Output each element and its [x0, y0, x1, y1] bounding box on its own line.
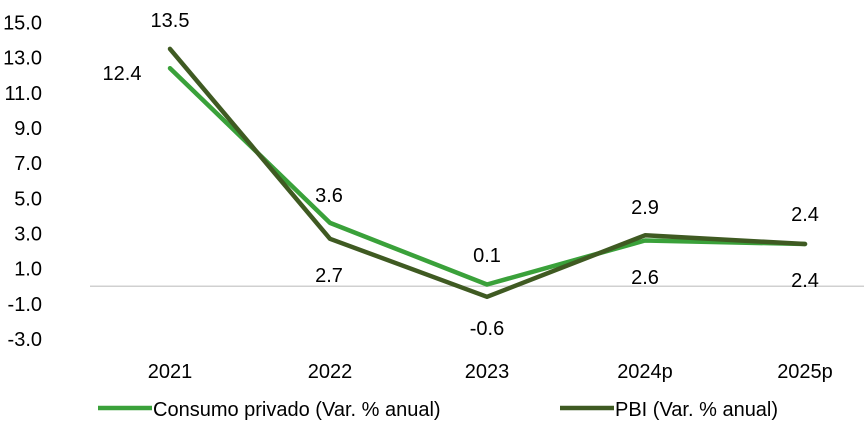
series-lines: [167, 46, 808, 300]
legend: Consumo privado (Var. % anual) PBI (Var. …: [98, 399, 778, 421]
consumo-data-label: 0.1: [473, 245, 501, 267]
y-tick-label: 1.0: [14, 259, 42, 281]
y-tick-label: 3.0: [14, 224, 42, 246]
consumo-data-label: 3.6: [315, 185, 343, 207]
y-tick-label: 15.0: [3, 13, 42, 35]
consumo-data-label: 2.6: [631, 267, 659, 289]
pbi-data-label: 13.5: [151, 10, 190, 32]
y-tick-label: 13.0: [3, 48, 42, 70]
x-axis: 2021 2022 2023 2024p 2025p: [148, 361, 833, 383]
x-tick-label: 2024p: [617, 361, 673, 383]
y-tick-label: -3.0: [8, 329, 42, 351]
pbi-data-label: 2.4: [791, 204, 819, 226]
consumo-data-label: 2.4: [791, 270, 819, 292]
legend-label-consumo: Consumo privado (Var. % anual): [153, 399, 441, 421]
y-tick-label: -1.0: [8, 294, 42, 316]
y-tick-label: 9.0: [14, 118, 42, 140]
consumo-data-label: 12.4: [103, 63, 142, 85]
pbi-data-label: -0.6: [470, 318, 504, 340]
legend-label-pbi: PBI (Var. % anual): [615, 399, 778, 421]
x-tick-label: 2023: [465, 361, 510, 383]
pbi-line: [167, 46, 808, 300]
data-labels: 12.4 3.6 0.1 2.6 2.4 13.5 2.7 -0.6 2.9 2.4: [103, 10, 819, 340]
pbi-data-label: 2.7: [315, 265, 343, 287]
pbi-data-label: 2.9: [631, 197, 659, 219]
y-tick-label: 11.0: [5, 83, 42, 105]
y-tick-label: 5.0: [14, 188, 42, 210]
y-axis: 15.0 13.0 11.0 9.0 7.0 5.0 3.0 1.0 -1.0 -3.0: [3, 13, 42, 352]
x-tick-label: 2025p: [777, 361, 833, 383]
x-tick-label: 2021: [148, 361, 193, 383]
consumo-privado-line: [167, 65, 808, 287]
y-tick-label: 7.0: [14, 153, 42, 175]
x-tick-label: 2022: [308, 361, 353, 383]
